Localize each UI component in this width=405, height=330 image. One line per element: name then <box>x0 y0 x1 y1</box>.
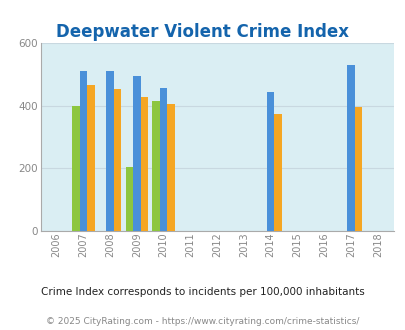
Bar <box>167 104 175 231</box>
Text: Deepwater Violent Crime Index: Deepwater Violent Crime Index <box>56 23 349 41</box>
Bar <box>354 107 361 231</box>
Bar <box>346 65 354 231</box>
Bar <box>140 96 148 231</box>
Bar <box>79 71 87 231</box>
Bar <box>133 76 140 231</box>
Bar <box>106 71 114 231</box>
Bar <box>274 114 281 231</box>
Bar <box>114 89 121 231</box>
Text: Crime Index corresponds to incidents per 100,000 inhabitants: Crime Index corresponds to incidents per… <box>41 287 364 297</box>
Bar <box>160 88 167 231</box>
Bar <box>152 101 160 231</box>
Bar <box>72 106 79 231</box>
Bar <box>126 167 133 231</box>
Bar <box>266 92 274 231</box>
Bar <box>87 84 94 231</box>
Text: © 2025 CityRating.com - https://www.cityrating.com/crime-statistics/: © 2025 CityRating.com - https://www.city… <box>46 317 359 326</box>
